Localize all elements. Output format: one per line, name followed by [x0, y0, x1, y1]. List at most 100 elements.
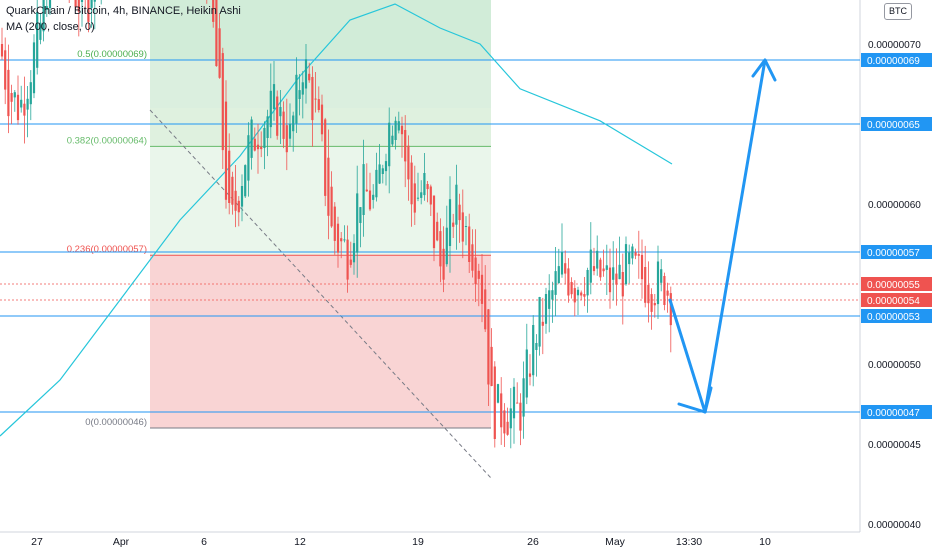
price-level-tag[interactable] [861, 245, 932, 259]
candle-body [234, 190, 237, 211]
candle-body [340, 238, 343, 242]
candle-body [324, 119, 327, 196]
candle-body [87, 0, 90, 22]
candle-body [560, 251, 564, 275]
projection-arrow[interactable] [668, 58, 777, 414]
candle-body [647, 284, 650, 304]
fib-level-label: 0.5(0.00000069) [77, 49, 147, 60]
candle-body [522, 378, 525, 417]
candle-body [400, 125, 404, 135]
price-tick-label: 0.00000045 [868, 440, 921, 451]
time-tick-label: 12 [294, 536, 306, 548]
candle-body [423, 173, 426, 196]
candle-body [388, 122, 391, 167]
candle-body [42, 0, 45, 32]
candle-body [378, 164, 381, 184]
candle-body [212, 0, 215, 22]
horizontal-levels [0, 59, 860, 413]
candle-body [292, 115, 295, 132]
candle-body [474, 257, 477, 285]
candle-body [548, 290, 551, 309]
candle-body [368, 190, 372, 210]
candle-body [0, 44, 4, 57]
price-axis[interactable]: 0.00000070 0.00000065 0.00000060 0.00000055… [861, 0, 932, 531]
time-axis[interactable]: 27 Apr 6 12 19 26 May 13:30 10 [31, 536, 771, 548]
candle-body [215, 0, 218, 67]
candle-body [48, 0, 52, 9]
candle-body [589, 249, 592, 283]
candle-body [525, 349, 528, 398]
candle-body [541, 321, 544, 326]
candle-body [599, 259, 602, 278]
candle-body [660, 269, 663, 283]
price-level-tag[interactable] [861, 117, 932, 131]
candle-body [538, 297, 541, 347]
price-tick-label: 0.00000070 [868, 40, 921, 51]
candle-body [218, 28, 221, 78]
candle-body [240, 186, 244, 207]
candle-body [573, 288, 576, 303]
candle-body [487, 309, 490, 385]
price-level-tag[interactable] [861, 405, 932, 419]
candle-body [544, 294, 548, 324]
price-level-tag-label: 0.00000057 [867, 248, 920, 259]
candle-body [381, 168, 384, 174]
candle-body [484, 289, 487, 330]
price-level-tag-label: 0.00000065 [867, 120, 920, 131]
candle-body [490, 346, 493, 386]
fib-zone [150, 255, 491, 428]
candle-body [464, 226, 468, 227]
candle-body [592, 266, 596, 272]
candle-body [439, 231, 442, 267]
candle-body [567, 268, 570, 296]
candle-body [304, 59, 308, 89]
price-level-tag[interactable] [861, 309, 932, 323]
candle-body [45, 6, 48, 10]
candle-body [308, 73, 311, 81]
candle-body [13, 92, 16, 98]
candle-body [618, 264, 621, 280]
candle-body [352, 243, 356, 263]
candle-body [516, 402, 519, 404]
candle-body [416, 197, 420, 199]
candle-body [432, 195, 436, 249]
price-tick-label: 0.00000060 [868, 200, 921, 211]
candle-body [224, 101, 228, 200]
candle-body [253, 138, 256, 151]
candle-body [349, 259, 352, 265]
candle-body [343, 239, 346, 241]
price-level-tag-label: 0.00000055 [867, 280, 920, 291]
candle-body [583, 294, 586, 297]
candle-body [29, 82, 32, 105]
price-level-tag[interactable] [861, 293, 932, 307]
price-level-tag[interactable] [861, 53, 932, 67]
fib-zone [150, 60, 491, 147]
projection-arrow-segment[interactable] [703, 58, 767, 414]
candle-body [605, 265, 608, 270]
candle-body [317, 99, 320, 110]
candle-body [448, 199, 452, 246]
candle-body [266, 116, 269, 138]
price-level-tag[interactable] [861, 277, 932, 291]
candles [0, 0, 672, 449]
currency-badge[interactable]: BTC [884, 3, 912, 20]
projection-arrowhead-down[interactable] [677, 386, 713, 414]
projection-arrow-segment[interactable] [668, 298, 707, 414]
candle-body [612, 267, 615, 280]
candle-body [608, 267, 612, 293]
symbol-title: QuarkChain / Bitcoin, 4h, BINANCE, Heiki… [6, 5, 241, 17]
candle-body [493, 366, 496, 439]
time-tick-label: 27 [31, 536, 43, 548]
projection-arrowhead-up[interactable] [751, 58, 777, 82]
candle-body [551, 290, 554, 300]
candle-body [650, 294, 653, 312]
candle-body [653, 303, 656, 306]
candle-body [624, 244, 628, 285]
price-tick-label: 0.00000050 [868, 360, 921, 371]
candle-body [7, 69, 10, 117]
indicator-label: MA (200, close, 0) [6, 21, 95, 33]
candle-body [458, 204, 461, 221]
candle-body [362, 164, 365, 215]
